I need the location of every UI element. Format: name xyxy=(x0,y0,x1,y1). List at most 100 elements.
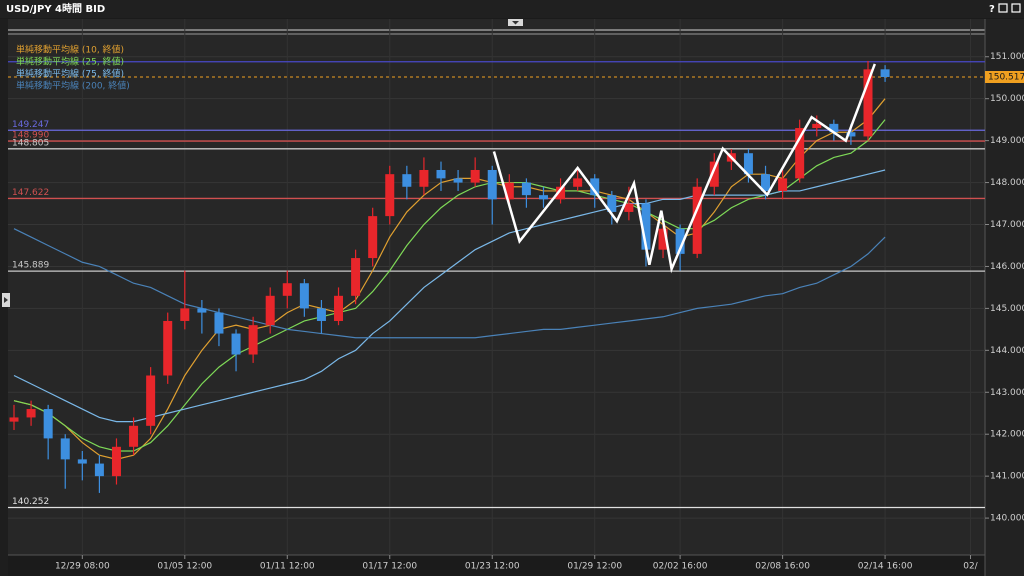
drawing-layer xyxy=(492,63,876,274)
candle-body xyxy=(880,69,890,78)
candle-body xyxy=(9,417,19,422)
candle-body xyxy=(316,308,326,321)
help-button[interactable]: ? xyxy=(989,4,995,15)
candle-body xyxy=(590,178,600,196)
text-layer: 140.000 141.000 142.000 143.000 144.000 145.0… xyxy=(12,44,1024,572)
legend-entry[interactable]: 単純移動平均線 (75, 終値) xyxy=(16,68,124,80)
candle-body xyxy=(487,169,497,200)
moving-average-line xyxy=(13,119,886,452)
x-tick-label: 02/ xyxy=(963,562,978,572)
x-tick-label: 01/11 12:00 xyxy=(260,562,315,572)
price-level-label: 145.889 xyxy=(12,261,49,271)
y-tick-label: 147.000 xyxy=(990,220,1024,230)
candle-body xyxy=(624,203,634,212)
candle-body xyxy=(658,228,668,250)
candle-body xyxy=(43,409,53,439)
candle-body xyxy=(521,182,531,196)
moving-average-layer xyxy=(13,98,886,460)
candle-body xyxy=(111,446,121,477)
candle-body xyxy=(368,216,378,259)
y-tick-label: 141.000 xyxy=(990,472,1024,482)
restore-button[interactable] xyxy=(1011,3,1021,13)
candle-body xyxy=(77,459,87,464)
x-tick-label: 01/23 12:00 xyxy=(465,562,520,572)
price-level-label: 147.622 xyxy=(12,188,49,198)
collapse-icon xyxy=(512,21,519,25)
candle-body xyxy=(180,308,190,321)
candle-body xyxy=(709,161,719,187)
current-price-box xyxy=(985,71,1024,84)
candle-body xyxy=(538,195,548,200)
candle-body xyxy=(197,308,207,313)
candle-body xyxy=(265,295,275,326)
candle-body xyxy=(778,178,788,191)
maximize-button[interactable] xyxy=(998,3,1008,13)
y-tick-label: 145.000 xyxy=(990,304,1024,314)
legend-entry[interactable]: 単純移動平均線 (200, 終値) xyxy=(16,80,130,92)
legend-entry[interactable]: 単純移動平均線 (10, 終値) xyxy=(16,44,124,56)
price-level-label: 148.805 xyxy=(12,138,49,148)
y-tick-label: 143.000 xyxy=(990,388,1024,398)
y-tick-label: 150.000 xyxy=(990,94,1024,104)
x-tick-label: 01/17 12:00 xyxy=(362,562,417,572)
candle-body xyxy=(419,169,429,187)
y-tick-label: 142.000 xyxy=(990,430,1024,440)
candle-body xyxy=(129,425,139,447)
legend-entry[interactable]: 単純移動平均線 (25, 終値) xyxy=(16,56,124,68)
candle-body xyxy=(436,169,446,179)
candle-body xyxy=(146,375,156,426)
x-tick-label: 01/29 12:00 xyxy=(567,562,622,572)
x-tick-label: 12/29 08:00 xyxy=(55,562,110,572)
candle-body xyxy=(641,203,651,250)
candle-body xyxy=(282,283,292,296)
candle-body xyxy=(402,174,412,187)
candle-body xyxy=(351,258,361,296)
y-tick-label: 146.000 xyxy=(990,262,1024,272)
candle-body xyxy=(812,123,822,129)
moving-average-line xyxy=(13,98,886,460)
candle-body xyxy=(299,283,309,309)
candle-body xyxy=(334,295,344,321)
side-toggle-icon xyxy=(4,297,8,303)
price-axis xyxy=(985,19,1024,576)
x-tick-label: 02/14 16:00 xyxy=(858,562,913,572)
candle-body xyxy=(163,320,173,376)
moving-average-line xyxy=(13,169,886,423)
candle-body xyxy=(385,174,395,217)
candle-body xyxy=(607,195,617,212)
candle-body xyxy=(675,228,685,254)
candle-body xyxy=(795,128,805,179)
price-level-label: 148.990 xyxy=(12,131,49,141)
x-tick-label: 02/08 16:00 xyxy=(755,562,810,572)
candle-body xyxy=(761,174,771,191)
window-title: USD/JPY 4時間 BID xyxy=(6,2,105,15)
price-level-label: 140.252 xyxy=(12,497,49,507)
trend-drawing xyxy=(492,63,876,274)
candle-body xyxy=(846,132,856,137)
x-tick-label: 02/02 16:00 xyxy=(653,562,708,572)
y-tick-label: 140.000 xyxy=(990,514,1024,524)
candle-body xyxy=(556,186,566,200)
candle-body xyxy=(214,312,224,334)
candle-body xyxy=(504,182,514,200)
candle-body xyxy=(26,409,36,418)
candle-body xyxy=(863,69,873,137)
candle-body xyxy=(60,438,70,460)
title-bar xyxy=(0,0,1024,18)
x-tick-label: 01/05 12:00 xyxy=(157,562,212,572)
candle-body xyxy=(94,463,104,477)
y-tick-label: 144.000 xyxy=(990,346,1024,356)
candle-body xyxy=(692,186,702,254)
plot-area xyxy=(8,19,985,555)
grid-layer xyxy=(8,19,989,559)
current-price-label: 150.517 xyxy=(988,73,1024,83)
candle-body xyxy=(231,333,241,355)
candle-body xyxy=(829,123,839,133)
y-tick-label: 149.000 xyxy=(990,136,1024,146)
candle-body xyxy=(248,325,258,355)
price-level-label: 149.247 xyxy=(12,120,49,130)
candle-body xyxy=(573,178,583,187)
